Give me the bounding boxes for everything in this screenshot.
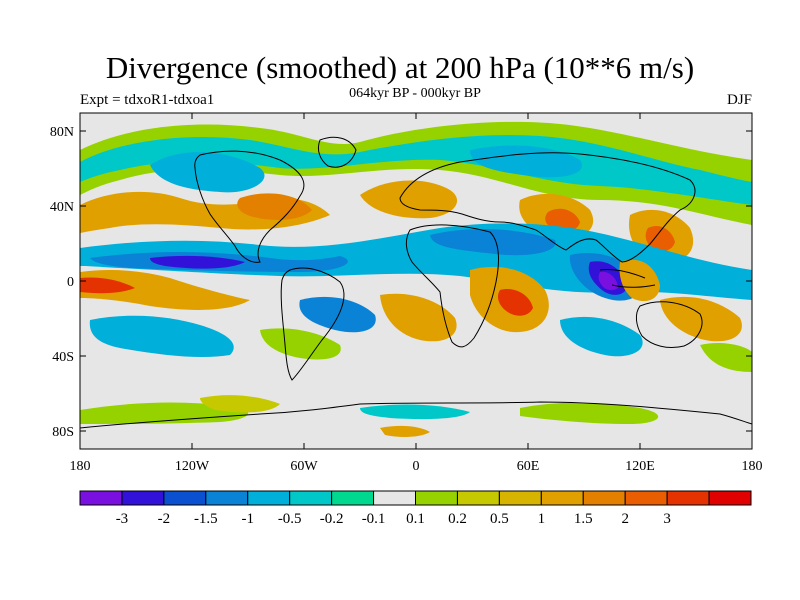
colorbar: -3 -2 -1.5 -1 -0.5 -0.2 -0.1 0.1 0.2 0.5 1 1.5 2 3 [79, 490, 752, 527]
colorbar-swatch [331, 490, 375, 506]
contour-region [150, 255, 245, 269]
contour-region [360, 404, 470, 420]
contour-region [380, 425, 430, 437]
contour-region [645, 225, 675, 252]
contour-region [80, 402, 249, 424]
south-america-outline [280, 267, 345, 381]
contour-region [299, 296, 376, 333]
latitude-axis: 80N 40N 0 40S 80S [50, 125, 752, 440]
colorbar-label: 3 [663, 511, 671, 527]
europe-asia-outline [399, 152, 696, 263]
period-label: 064kyr BP - 000kyr BP [349, 86, 481, 101]
lon-tick-label: 60W [290, 459, 318, 474]
lon-tick-label: 180 [742, 459, 763, 474]
colorbar-label: -0.2 [320, 511, 344, 527]
chart-title: Divergence (smoothed) at 200 hPa (10**6 … [105, 50, 695, 85]
greenland-outline [317, 136, 357, 168]
colorbar-swatch [289, 490, 333, 506]
lon-tick-label: 180 [70, 459, 91, 474]
contour-region [700, 342, 752, 372]
colorbar-swatch [666, 490, 710, 506]
lon-tick-label: 60E [517, 459, 540, 474]
colorbar-label: -1 [242, 511, 255, 527]
contour-region [380, 293, 457, 342]
contour-region [470, 145, 582, 178]
contour-region [619, 259, 660, 302]
contour-region [545, 208, 580, 232]
season-label: DJF [726, 92, 752, 108]
africa-outline [405, 224, 499, 348]
lon-tick-label: 120E [625, 459, 655, 474]
antarctica-outline [80, 401, 752, 429]
contour-region [520, 402, 659, 424]
colorbar-label: -0.5 [278, 511, 302, 527]
contour-region [360, 180, 458, 219]
coastlines [80, 136, 752, 429]
contour-region [80, 134, 752, 205]
colorbar-swatch [121, 490, 165, 506]
contour-region [430, 228, 556, 256]
colorbar-label: 1 [538, 511, 546, 527]
colorbar-label: 0.1 [406, 511, 425, 527]
colorbar-label: -1.5 [194, 511, 218, 527]
lat-tick-label: 0 [67, 275, 74, 290]
colorbar-swatch [415, 490, 458, 506]
longitude-axis: 180 120W 60W 0 60E 120E 180 [70, 113, 763, 474]
colorbar-swatch [708, 490, 752, 506]
colorbar-swatch [456, 490, 500, 506]
colorbar-swatch [582, 490, 626, 506]
contour-region [660, 296, 742, 342]
contour-region [237, 193, 312, 220]
colorbar-swatch [247, 490, 291, 506]
colorbar-swatch [163, 490, 207, 506]
lat-tick-label: 40N [50, 200, 74, 215]
colorbar-label: 1.5 [574, 511, 593, 527]
contour-region [80, 270, 250, 310]
lon-tick-label: 0 [413, 459, 420, 474]
colorbar-label: 0.5 [490, 511, 509, 527]
contour-region [89, 315, 234, 358]
lon-tick-label: 120W [175, 459, 210, 474]
experiment-label: Expt = tdxoR1-tdxoa1 [80, 92, 215, 108]
lat-tick-label: 80S [52, 425, 74, 440]
colorbar-label: 0.2 [448, 511, 467, 527]
contour-region [560, 316, 643, 357]
lat-tick-label: 40S [52, 350, 74, 365]
north-america-outline [194, 150, 305, 263]
australia-outline [635, 301, 703, 349]
colorbar-swatch [540, 490, 584, 506]
divergence-field [80, 113, 752, 449]
colorbar-label: -0.1 [362, 511, 386, 527]
colorbar-swatch [373, 490, 416, 506]
colorbar-swatch [79, 490, 123, 506]
colorbar-swatch [205, 490, 249, 506]
contour-region [497, 289, 533, 316]
contour-region [80, 277, 135, 294]
indonesia-outline [599, 269, 656, 288]
contour-region [200, 395, 280, 413]
contour-region [150, 152, 265, 193]
colorbar-label: -2 [158, 511, 171, 527]
colorbar-label: -3 [116, 511, 129, 527]
lat-tick-label: 80N [50, 125, 74, 140]
contour-region [260, 328, 341, 360]
colorbar-swatch [624, 490, 668, 506]
colorbar-swatch [498, 490, 542, 506]
colorbar-label: 2 [621, 511, 629, 527]
